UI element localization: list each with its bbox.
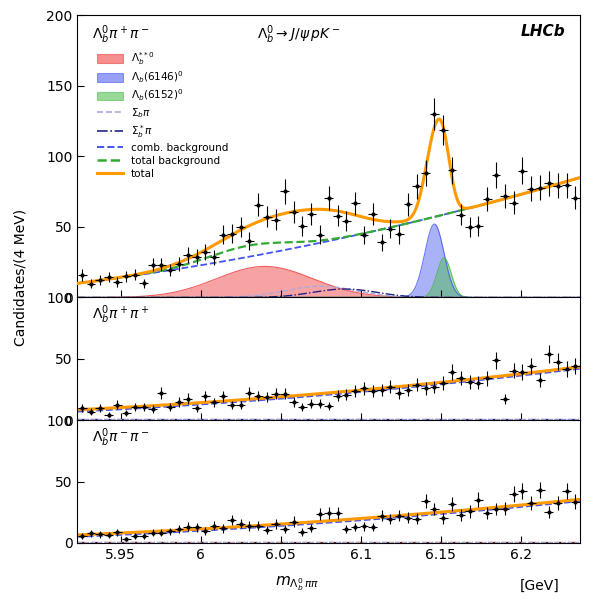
Text: [GeV]: [GeV] [519, 579, 559, 593]
Text: $\Lambda^0_b\pi^-\pi^-$: $\Lambda^0_b\pi^-\pi^-$ [92, 426, 150, 449]
Legend: $\Lambda^{**0}_b$, $\Lambda_b(6146)^0$, $\Lambda_b(6152)^0$, $\Sigma_b\pi$, $\Si: $\Lambda^{**0}_b$, $\Lambda_b(6146)^0$, … [93, 46, 233, 183]
Text: $m_{\Lambda^0_{b}\,\pi\pi}$: $m_{\Lambda^0_{b}\,\pi\pi}$ [275, 574, 320, 593]
Text: Candidates/(4 MeV): Candidates/(4 MeV) [14, 209, 28, 346]
Text: LHCb: LHCb [521, 24, 565, 38]
Text: $\Lambda^0_b \rightarrow J/\psi\, pK^-$: $\Lambda^0_b \rightarrow J/\psi\, pK^-$ [257, 24, 340, 46]
Text: $\Lambda^0_b\pi^+\pi^+$: $\Lambda^0_b\pi^+\pi^+$ [92, 304, 150, 326]
Text: $\Lambda^0_b\pi^+\pi^-$: $\Lambda^0_b\pi^+\pi^-$ [92, 24, 150, 46]
